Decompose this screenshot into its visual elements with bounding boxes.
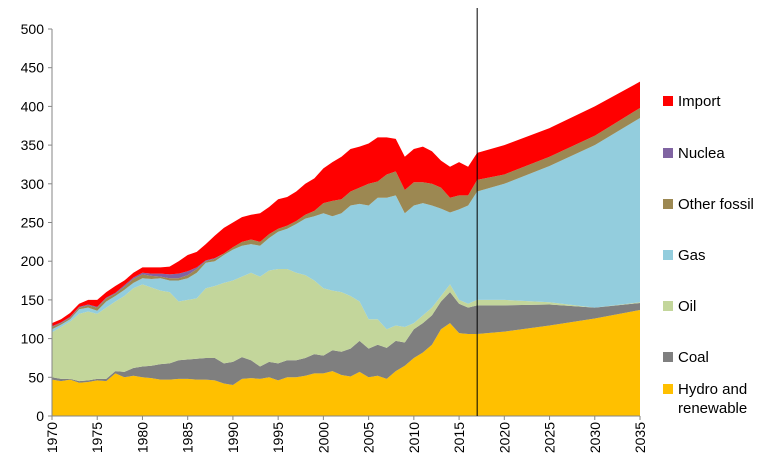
legend-swatch [663,301,673,311]
legend-label: Gas [678,247,706,264]
y-tick-label: 50 [28,369,44,385]
x-tick-label: 1980 [134,422,150,453]
y-tick-label: 200 [21,253,45,269]
legend-swatch [663,148,673,158]
x-tick-label: 2020 [496,422,512,453]
x-tick-label: 2015 [451,422,467,453]
y-tick-label: 450 [21,60,45,76]
x-tick-label: 2030 [587,422,603,453]
legend-label: Hydro and renewable [678,381,748,417]
area [52,118,640,333]
y-tick-label: 500 [21,21,45,37]
legend-item: Gas [663,246,768,265]
legend-swatch [663,352,673,362]
y-tick-label: 250 [21,215,45,231]
legend-label: Import [678,93,721,110]
x-tick-label: 1985 [180,422,196,453]
area [52,81,640,327]
y-tick-label: 0 [36,408,44,424]
legend-label: Oil [678,298,697,315]
legend-item: Nuclea [663,144,768,163]
legend-label: Coal [678,349,709,366]
x-tick-label: 2000 [315,422,331,453]
legend-swatch [663,384,673,394]
legend-item: Coal [663,348,768,367]
legend-label: Nuclea [678,145,725,162]
legend-item: Hydro and renewable [663,380,768,418]
x-tick-label: 1975 [89,422,105,453]
legend-swatch [663,199,673,209]
legend-swatch [663,250,673,260]
legend-item: Oil [663,297,768,316]
legend-item: Other fossil [663,195,768,214]
y-tick-label: 100 [21,331,45,347]
x-tick-label: 1990 [225,422,241,453]
legend-swatch [663,96,673,106]
y-tick-label: 300 [21,176,45,192]
y-tick-label: 400 [21,98,45,114]
area [52,309,640,416]
y-tick-label: 150 [21,292,45,308]
y-tick-label: 350 [21,137,45,153]
x-tick-label: 2010 [406,422,422,453]
area [52,292,640,386]
legend-label: Other fossil [678,196,754,213]
x-tick-label: 2035 [632,422,648,453]
legend-item: Import [663,92,768,111]
area [52,268,640,382]
x-tick-label: 1995 [270,422,286,453]
x-tick-label: 2025 [542,422,558,453]
x-tick-label: 2005 [361,422,377,453]
x-tick-label: 1970 [44,422,60,453]
